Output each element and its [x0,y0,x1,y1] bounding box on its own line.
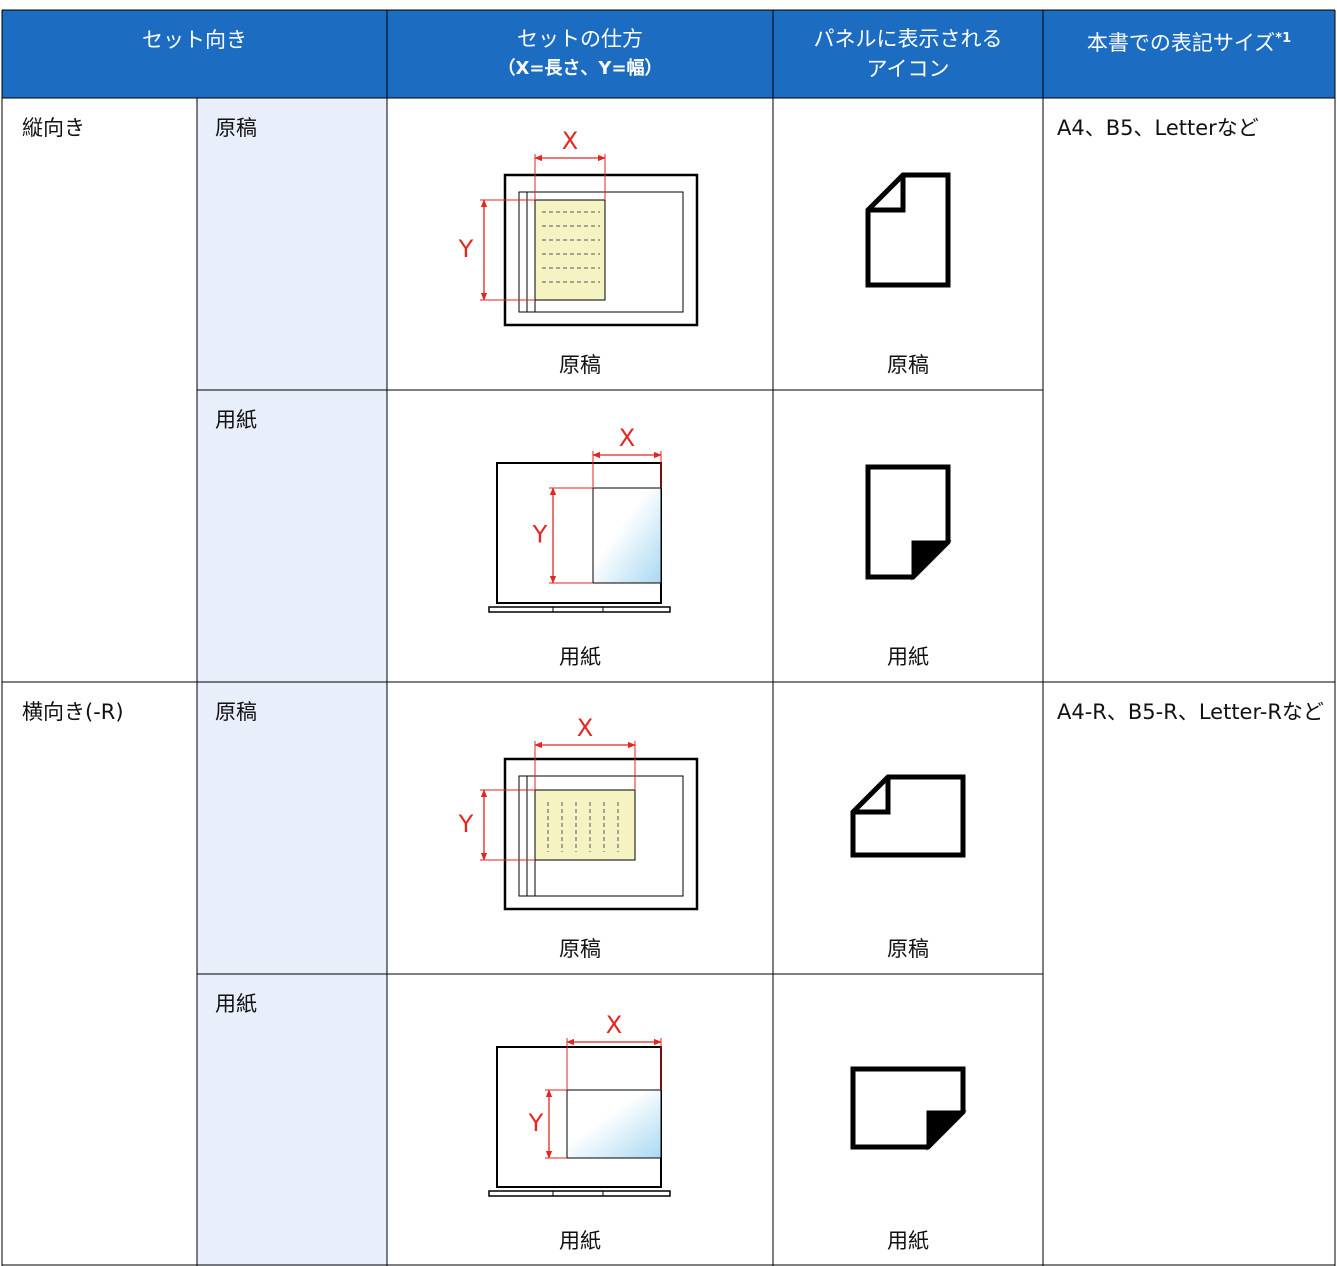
kind-cell-bg [197,682,387,974]
method-caption: 原稿 [559,937,601,961]
dimension-label: Y [532,521,548,549]
dimension-label: Y [528,1109,544,1137]
document [534,199,606,301]
dimension-label: X [606,1011,622,1039]
dimension-label: X [619,424,635,452]
dimension-label: Y [458,235,474,263]
method-caption: 用紙 [559,645,601,669]
header-method: セットの仕方 [517,27,643,51]
size-label: A4-R、B5-R、Letter-Rなど [1057,700,1324,724]
icon-caption: 用紙 [887,645,929,669]
dimension-label: X [577,714,593,742]
header-icon: アイコン [866,57,950,81]
header-size: 本書での表記サイズ*1 [1043,24,1335,58]
orientation: 横向き(-R) [22,700,124,724]
panel-icon [850,1066,966,1150]
orientation: 縦向き [22,116,85,140]
dimension-label: Y [458,810,474,838]
header-size-note: *1 [1275,31,1292,46]
kind: 用紙 [215,992,257,1016]
paper [592,487,662,584]
header-bg [2,10,1335,98]
kind-cell-bg [197,974,387,1266]
header-size-text: 本書での表記サイズ [1086,31,1276,55]
dimension-label: X [562,127,578,155]
size-label: A4、B5、Letterなど [1057,116,1259,140]
panel-icon-corner [926,1110,967,1151]
panel-icon [865,464,951,580]
kind: 原稿 [215,116,257,140]
panel-icon-corner [911,540,952,581]
document [534,789,636,861]
kind: 原稿 [215,700,257,724]
icon-caption: 原稿 [887,937,929,961]
header-orientation: セット向き [142,28,247,52]
icon-caption: 原稿 [887,353,929,377]
platen-inner [518,191,684,313]
icon-caption: 用紙 [887,1229,929,1253]
header-method-note: （X=長さ、Y=幅） [497,58,663,79]
panel-icon [850,774,966,858]
header-icon: パネルに表示される [813,27,1003,51]
kind-cell-bg [197,390,387,682]
platen-inner [518,775,684,897]
method-caption: 用紙 [559,1229,601,1253]
kind: 用紙 [215,408,257,432]
method-caption: 原稿 [559,353,601,377]
panel-icon [865,172,951,288]
tray-base [488,606,671,613]
tray-base [488,1190,671,1197]
kind-cell-bg [197,98,387,390]
paper [566,1089,662,1159]
